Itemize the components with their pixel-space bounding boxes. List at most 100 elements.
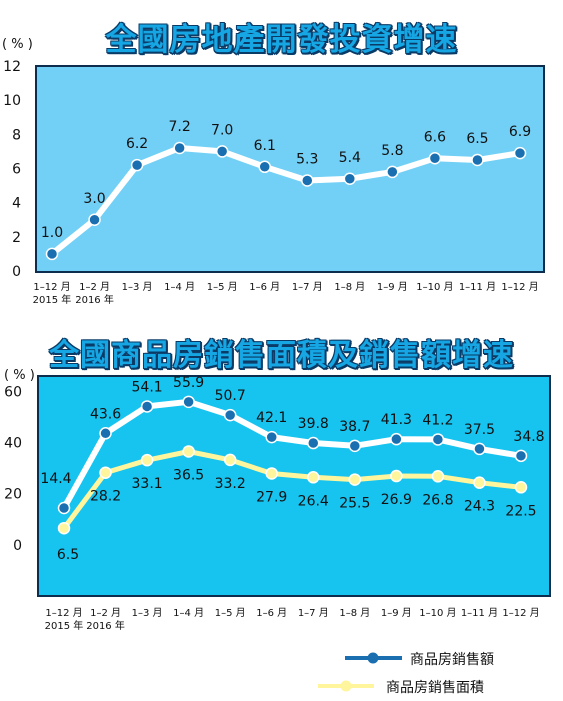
legend-sales-amount-marker — [345, 652, 402, 664]
chart1-xtick: 1–12 月 — [33, 281, 70, 293]
chart1-xtick: 1–5 月 — [207, 281, 238, 293]
chart2-xtick: 1–4 月 — [173, 607, 204, 619]
chart2-series-1-data-label: 24.3 — [464, 499, 495, 515]
chart1-series-0-point — [173, 141, 186, 155]
chart1-series-0-point — [471, 153, 484, 167]
chart1-ytick: 10 — [3, 93, 21, 109]
chart2-year-label: 2015 年 — [45, 619, 84, 632]
chart2-series-1-point — [348, 473, 362, 486]
chart1-series-0-data-label: 7.0 — [211, 122, 233, 138]
chart1-series-0-data-label: 1.0 — [41, 225, 63, 241]
chart2-series-0-data-label: 14.4 — [40, 471, 71, 487]
chart2-series-1-data-label: 25.5 — [339, 496, 370, 512]
chart2-series-0-data-label: 39.8 — [298, 416, 329, 432]
chart2-series-0-point — [390, 432, 403, 446]
chart2-unit-label: ( % ) — [4, 368, 35, 383]
chart1-xtick: 1–10 月 — [416, 281, 453, 293]
chart2-series-0-point — [473, 442, 486, 456]
chart2-series-1-data-label: 27.9 — [256, 489, 287, 505]
chart2-series-1-point — [57, 521, 71, 535]
chart2-series-1-data-label: 33.2 — [215, 476, 246, 492]
chart1-series-0-data-label: 3.0 — [83, 191, 105, 207]
chart2-series-0-data-label: 37.5 — [464, 422, 495, 438]
chart2-series-0-data-label: 42.1 — [256, 410, 287, 426]
chart1-series-0-line — [49, 145, 523, 257]
chart1-series-0-point — [88, 213, 101, 226]
chart1-xtick: 1–8 月 — [334, 281, 365, 293]
chart2-xtick: 1–5 月 — [215, 607, 246, 619]
chart2-series-1-point — [431, 470, 445, 483]
chart1-series-0-point — [301, 174, 314, 187]
chart2-series-1-point — [223, 453, 237, 467]
chart2-series-1-data-label: 26.4 — [298, 493, 329, 509]
chart2-year-label: 2016 年 — [86, 619, 125, 632]
legend-sales-area-marker — [318, 680, 374, 692]
chart1-ytick: 6 — [12, 162, 21, 178]
chart1-series-0-point — [130, 158, 144, 172]
chart2-series-1-data-label: 33.1 — [132, 476, 163, 492]
chart2-series-0-point — [265, 430, 278, 444]
chart2-xtick: 1–10 月 — [419, 607, 456, 619]
chart2-series-0-point — [348, 439, 362, 453]
chart2-series-0-point — [140, 400, 154, 413]
chart2-series-1-data-label: 6.5 — [57, 547, 79, 563]
chart1-year-label: 2015 年 — [33, 293, 72, 306]
chart1-xtick: 1–4 月 — [164, 281, 195, 293]
legend-sales-area-label: 商品房銷售面積 — [386, 680, 484, 696]
chart2-series-0-data-label: 55.9 — [173, 375, 204, 391]
chart1-series-0-data-label: 5.8 — [381, 143, 403, 159]
chart1-series-0-data-label: 6.9 — [509, 124, 531, 140]
chart2-series-0-data-label: 41.2 — [422, 412, 453, 428]
chart2-series-1-data-label: 26.8 — [422, 492, 453, 508]
chart1-series-0-point — [513, 146, 527, 160]
chart2-series-1-data-label: 36.5 — [173, 467, 204, 483]
chart2-series-0-line — [61, 398, 524, 511]
chart2-series-1-point — [390, 469, 403, 483]
chart2-series-0-data-label: 54.1 — [132, 379, 163, 395]
chart2-xtick: 1–11 月 — [461, 607, 498, 619]
chart1-series-0-data-label: 5.4 — [339, 150, 361, 166]
chart1-series-0-data-label: 7.2 — [169, 119, 191, 135]
chart1-xtick: 1–2 月 — [79, 281, 110, 293]
chart1-series-0-point — [215, 145, 229, 158]
chart1-plot-area — [35, 65, 545, 273]
chart2-series-0-point — [431, 433, 445, 446]
chart2-ytick: 40 — [4, 436, 22, 452]
chart1-unit-label: ( % ) — [2, 37, 33, 52]
chart2-series-1-line — [61, 449, 524, 531]
chart2-ytick: 60 — [4, 384, 22, 400]
chart2-series-1-data-label: 22.5 — [505, 503, 536, 519]
chart1-series-0-data-label: 5.3 — [296, 151, 318, 167]
chart1-series-0-point — [45, 247, 59, 261]
chart2-xtick: 1–7 月 — [298, 607, 329, 619]
chart1-series-0-data-label: 6.5 — [466, 131, 488, 147]
chart1-xtick: 1–12 月 — [501, 281, 538, 293]
chart1-xtick: 1–11 月 — [459, 281, 496, 293]
chart2-series-1-point — [182, 445, 195, 458]
chart2-series-1-point — [99, 466, 112, 479]
chart2-xtick: 1–9 月 — [381, 607, 412, 619]
chart1-series-0-point — [343, 172, 357, 185]
chart1-series-0-data-label: 6.6 — [424, 129, 446, 145]
chart1-series-0-data-label: 6.2 — [126, 136, 148, 152]
chart1-xtick: 1–6 月 — [249, 281, 280, 293]
chart1-series-0-point — [258, 160, 271, 174]
chart2-xtick: 1–12 月 — [45, 607, 82, 619]
chart1-series-0-data-label: 6.1 — [254, 138, 276, 154]
chart2-series-1-data-label: 28.2 — [90, 489, 121, 505]
chart2-xtick: 1–6 月 — [256, 607, 287, 619]
chart1-year-label: 2016 年 — [75, 293, 114, 306]
chart2-title: 全國商品房銷售面積及銷售額增速 — [49, 338, 514, 373]
chart2-series-0-data-label: 50.7 — [215, 388, 246, 404]
chart1-title: 全國房地產開發投資增速 — [105, 22, 458, 58]
chart2-series-1-point — [265, 467, 278, 480]
chart2-plot-area — [37, 375, 551, 597]
chart2-series-1-point — [140, 453, 154, 467]
chart2-series-0-data-label: 43.6 — [90, 406, 121, 422]
chart2-series-0-data-label: 34.8 — [513, 429, 544, 445]
chart2-series-0-point — [182, 395, 195, 409]
chart1-xtick: 1–3 月 — [122, 281, 153, 293]
chart2-series-0-point — [514, 449, 528, 463]
chart2-xtick: 1–2 月 — [90, 607, 121, 619]
